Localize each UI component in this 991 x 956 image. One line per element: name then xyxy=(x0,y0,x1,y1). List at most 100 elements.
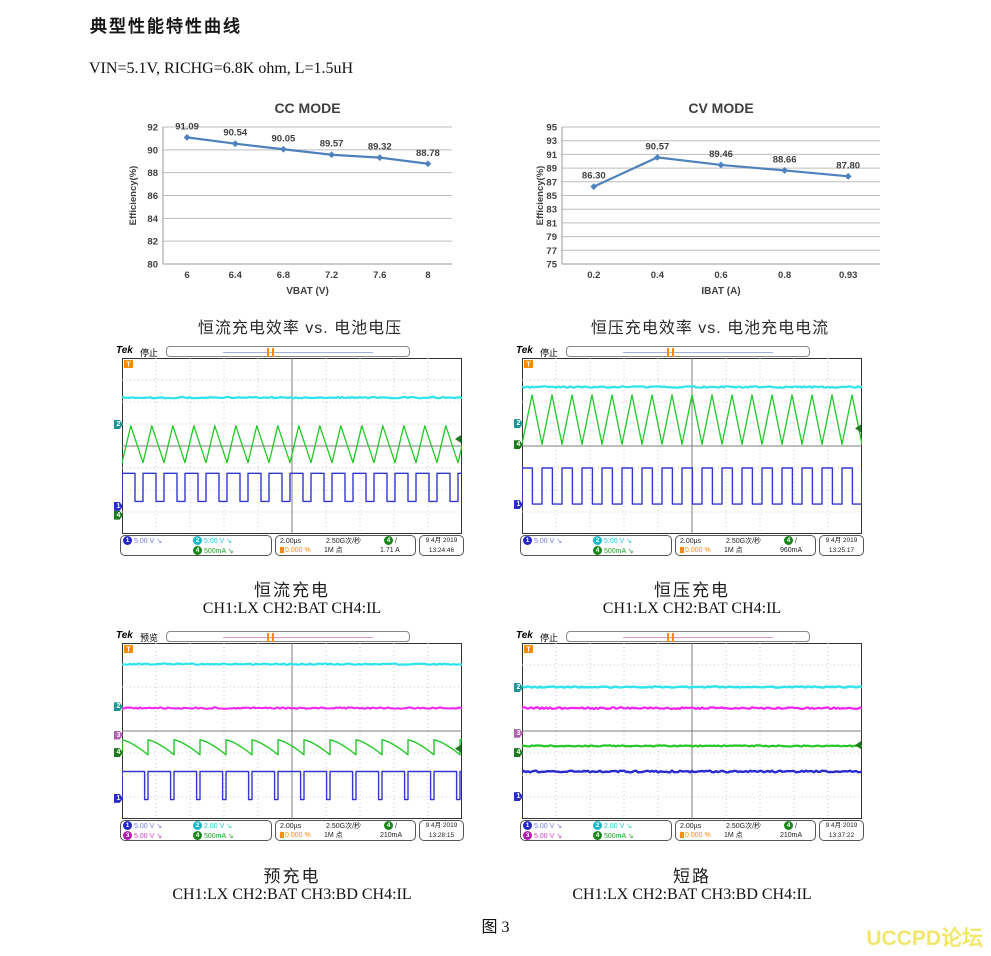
data-label: 88.66 xyxy=(773,154,797,165)
svg-text:T: T xyxy=(526,647,531,654)
record-position-bar xyxy=(566,346,810,357)
channel-settings-row: 3 5.00 V ↘ 4 500mA ↘ xyxy=(121,831,271,841)
channel-settings-row: 1 5.00 V ↘ 2 2.00 V ↘ xyxy=(121,821,271,831)
scope2-caption: 恒压充电 xyxy=(514,576,870,601)
scope-graticule: T xyxy=(122,643,462,819)
channel-scale: 2.00 V xyxy=(604,823,626,830)
scope4-caption: 短路 xyxy=(514,862,870,887)
slope-icon: ↘ xyxy=(628,548,634,555)
channel-settings-row: 4 500mA ↘ xyxy=(121,546,271,556)
trigger-position-icon xyxy=(680,547,684,553)
horizontal-row: 2.00µs 2.50G次/秒 4/ xyxy=(676,536,815,546)
data-label: 88.78 xyxy=(416,148,440,159)
channel-badge: 4 xyxy=(193,546,202,555)
y-tick-label: 88 xyxy=(147,168,158,179)
data-point-marker xyxy=(845,173,852,180)
data-point-marker xyxy=(425,160,432,167)
scope-graticule: T xyxy=(122,358,462,534)
slope-icon: ↘ xyxy=(156,823,162,830)
trigger-source-badge: 4 xyxy=(384,536,393,545)
trigger-T-flag: T xyxy=(124,360,133,369)
waveform-CH2-BAT xyxy=(522,686,862,687)
scope-status-bar: 1 5.00 V ↘ 2 2.00 V ↘ 3 5.00 V ↘ 4 500mA ↘ 2.00µ… xyxy=(114,820,470,843)
trigger-position-readout: 0.000 % xyxy=(276,831,324,841)
trigger-level-readout: 960mA xyxy=(780,547,802,554)
data-label: 89.32 xyxy=(368,142,392,153)
channel-badge: 2 xyxy=(593,821,602,830)
y-tick-label: 85 xyxy=(546,191,557,202)
x-axis-title: IBAT (A) xyxy=(701,286,740,297)
chart-title: CC MODE xyxy=(274,100,340,116)
channel-scale: 5.00 V xyxy=(134,833,156,840)
trigger-position-marker xyxy=(267,633,274,642)
channel-badge: 2 xyxy=(593,536,602,545)
cv-mode-chart: 75777981838587899193950.2 0.4 0.6 0.8 0.9386… xyxy=(533,96,891,303)
horizontal-row: 2.00µs 2.50G次/秒 4/ xyxy=(276,821,415,831)
y-tick-label: 86 xyxy=(147,191,158,202)
scope-graticule: T xyxy=(522,643,862,819)
test-conditions: VIN=5.1V, RICHG=6.8K ohm, L=1.5uH xyxy=(89,60,353,78)
y-tick-label: 87 xyxy=(546,177,557,188)
datasheet-page: 典型性能特性曲线 VIN=5.1V, RICHG=6.8K ohm, L=1.5… xyxy=(0,0,991,956)
cv-chart-caption: 恒压充电效率 vs. 电池充电电流 xyxy=(530,314,890,338)
scope-status-bar: 1 5.00 V ↘ 2 5.00 V ↘ 4 500mA ↘ 2.00µs 2.50G次/秒… xyxy=(114,535,470,558)
tek-logo: Tek xyxy=(116,345,133,356)
horizontal-row: 2.00µs 2.50G次/秒 4/ xyxy=(276,536,415,546)
scope-header: Tek 停止 xyxy=(514,345,870,358)
channel-badge: 3 xyxy=(523,831,532,840)
channel-badge: 4 xyxy=(193,831,202,840)
record-position-bar xyxy=(166,346,410,357)
tek-logo: Tek xyxy=(516,345,533,356)
data-label: 90.57 xyxy=(646,141,670,152)
datetime-box: 9 4月 2019 13:25:17 xyxy=(819,535,864,556)
y-tick-label: 80 xyxy=(147,260,158,271)
trigger-position-icon xyxy=(280,547,284,553)
scope-header: Tek 停止 xyxy=(114,345,470,358)
cc-chart-caption: 恒流充电效率 vs. 电池电压 xyxy=(120,314,480,338)
acquisition-row: 0.000 % 1M 点 210mA xyxy=(276,831,415,841)
data-point-marker xyxy=(590,183,597,190)
data-point-marker xyxy=(280,146,287,153)
x-tick-label: 0.2 xyxy=(587,270,600,281)
channel-readout-ch4: 4 500mA ↘ xyxy=(191,546,261,557)
slope-icon: ↘ xyxy=(626,823,632,830)
trigger-T-flag: T xyxy=(524,645,533,654)
scope-date: 9 4月 2019 xyxy=(420,821,463,831)
slope-icon: ↘ xyxy=(228,833,234,840)
svg-text:T: T xyxy=(126,362,131,369)
svg-text:T: T xyxy=(126,647,131,654)
record-length-readout: 1M 点 xyxy=(324,831,380,841)
cc-mode-chart: 808284868890926 6.4 6.8 7.2 7.6 891.0990.5490… xyxy=(126,96,471,303)
channel-scale: 500mA xyxy=(604,833,628,840)
svg-text:T: T xyxy=(526,362,531,369)
data-point-marker xyxy=(184,134,191,141)
channel-readout-ch4: 4 500mA ↘ xyxy=(191,831,261,842)
trigger-level-readout: 1.71 A xyxy=(380,547,400,554)
trigger-slope-icon: / xyxy=(395,538,397,545)
data-label: 90.54 xyxy=(223,128,247,139)
horizontal-row: 2.00µs 2.50G次/秒 4/ xyxy=(676,821,815,831)
scope1-channel-legend: CH1:LX CH2:BAT CH4:IL xyxy=(114,600,470,618)
data-label: 87.80 xyxy=(836,160,860,171)
scope-cv-charge: Tek 停止 T 2 4 1 1 5.00 V ↘ 2 5.00 V ↘ 4 500mA ↘ 2.00µ… xyxy=(514,345,870,558)
forum-watermark: UCCPD论坛 xyxy=(866,922,983,952)
y-axis-title: Efficiency(%) xyxy=(128,166,139,226)
channel-scale: 500mA xyxy=(604,548,628,555)
waveform-CH2-BAT xyxy=(122,663,462,664)
slope-icon: ↘ xyxy=(556,823,562,830)
scope-time: 13:37:22 xyxy=(820,831,863,841)
channel-scale: 5.00 V xyxy=(204,538,226,545)
tek-logo: Tek xyxy=(116,630,133,641)
trigger-position-icon xyxy=(280,832,284,838)
x-tick-label: 6.8 xyxy=(277,270,290,281)
x-tick-label: 0.8 xyxy=(778,270,791,281)
y-tick-label: 90 xyxy=(147,145,158,156)
trigger-level-readout: 210mA xyxy=(380,832,402,839)
channel-readout-ch3: 3 5.00 V ↘ xyxy=(521,831,591,842)
scope3-channel-legend: CH1:LX CH2:BAT CH3:BD CH4:IL xyxy=(114,886,470,904)
channel-scale: 5.00 V xyxy=(534,833,556,840)
waveform-CH2-BAT xyxy=(122,397,462,398)
x-tick-label: 8 xyxy=(425,270,430,281)
horizontal-trigger-box: 2.00µs 2.50G次/秒 4/ 0.000 % 1M 点 1.71 A xyxy=(275,535,416,556)
channel-badge: 1 xyxy=(123,821,132,830)
